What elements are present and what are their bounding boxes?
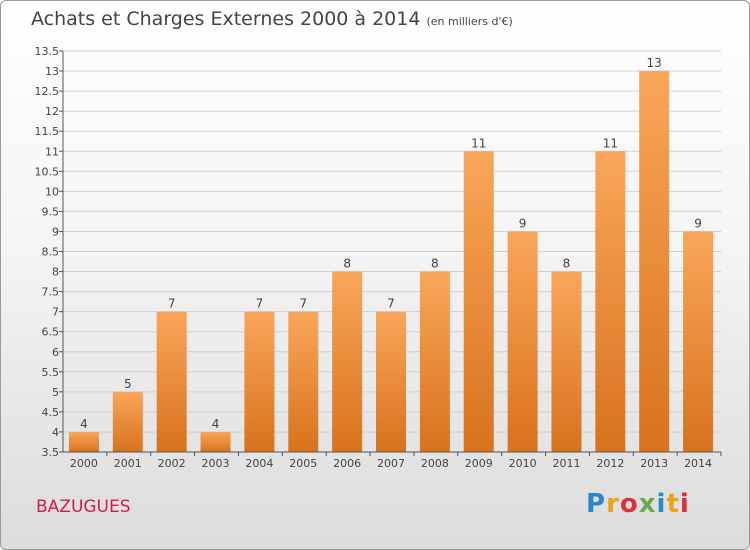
bar (376, 311, 406, 452)
x-tick-label: 2004 (245, 457, 273, 470)
bar (68, 431, 99, 452)
bar (200, 431, 231, 452)
value-label: 4 (80, 417, 88, 431)
chart-title-text: Achats et Charges Externes 2000 à 2014 (31, 8, 421, 30)
logo-letter: i (656, 489, 667, 519)
y-tick-label: 8.5 (42, 246, 60, 259)
proxiti-logo: Proxiti (586, 489, 690, 519)
x-tick-label: 2014 (684, 457, 712, 470)
y-tick-label: 10.5 (35, 165, 60, 178)
value-label: 5 (124, 377, 132, 391)
x-tick-labels: 2000 2001 2002 2003 2004 2005 2006 2007 2008 2009… (70, 452, 722, 470)
y-tick-label: 6 (52, 346, 59, 359)
logo-letter: P (586, 489, 607, 519)
logo-letter: i (679, 489, 690, 519)
value-label: 13 (647, 56, 662, 70)
x-tick-label: 2005 (289, 457, 317, 470)
bar (683, 231, 714, 452)
y-tick-label: 8 (52, 266, 59, 279)
y-tick-label: 7.5 (42, 286, 60, 299)
value-label: 7 (256, 297, 264, 311)
bar (156, 311, 187, 452)
x-tick-label: 2009 (465, 457, 493, 470)
bar (507, 231, 538, 452)
commune-name: BAZUGUES (36, 497, 131, 517)
value-label: 7 (168, 297, 176, 311)
y-tick-label: 11.5 (35, 125, 60, 138)
value-label: 11 (471, 136, 486, 150)
axes (62, 51, 721, 453)
x-tick-label: 2013 (640, 457, 668, 470)
x-tick-label: 2012 (596, 457, 624, 470)
bar (419, 271, 450, 452)
y-tick-label: 12.5 (35, 85, 60, 98)
y-tick-label: 10 (45, 185, 59, 198)
y-tick-label: 6.5 (42, 326, 60, 339)
value-label: 11 (603, 136, 618, 150)
value-label: 8 (563, 257, 571, 271)
bar (288, 311, 319, 452)
y-tick-label: 3.5 (42, 446, 60, 459)
x-tick-label: 2007 (377, 457, 405, 470)
bar (112, 391, 143, 452)
value-labels: 4 5 7 4 7 7 8 7 8 11 9 8 11 13 9 (80, 56, 702, 431)
x-tick-label: 2001 (114, 457, 142, 470)
logo-letter: r (606, 489, 620, 519)
x-tick-label: 2002 (158, 457, 186, 470)
logo-letter: t (666, 489, 680, 519)
value-label: 7 (299, 297, 307, 311)
x-tick-label: 2000 (70, 457, 98, 470)
value-label: 8 (343, 257, 351, 271)
x-tick-label: 2010 (509, 457, 537, 470)
value-label: 7 (387, 297, 395, 311)
y-tick-label: 11 (45, 145, 59, 158)
chart-subtitle: (en milliers d'€) (426, 15, 513, 28)
y-tick-label: 4 (52, 426, 59, 439)
x-tick-label: 2006 (333, 457, 361, 470)
y-tick-label: 9.5 (42, 205, 60, 218)
bar (332, 271, 363, 452)
bar (463, 151, 494, 452)
y-tick-label: 13.5 (35, 45, 60, 58)
bar (551, 271, 582, 452)
y-tick-labels: 3.5 4 4.5 5 5.5 6 6.5 7 7.5 8 8.5 9 9.5 10 10.5 11 11.5 1… (35, 45, 60, 459)
bars (68, 71, 714, 453)
value-label: 9 (694, 216, 702, 230)
y-tick-label: 4.5 (42, 406, 60, 419)
logo-letter: o (619, 489, 639, 519)
bar (595, 151, 626, 452)
x-tick-label: 2011 (552, 457, 580, 470)
x-tick-label: 2008 (421, 457, 449, 470)
y-tick-label: 7 (52, 306, 59, 319)
logo-letter: x (638, 489, 657, 519)
y-tick-label: 5 (52, 386, 59, 399)
chart-title: Achats et Charges Externes 2000 à 2014 (e… (31, 8, 513, 30)
value-label: 9 (519, 216, 527, 230)
value-label: 8 (431, 257, 439, 271)
bar (244, 311, 275, 452)
y-tick-label: 9 (52, 225, 59, 238)
y-tick-label: 12 (45, 105, 59, 118)
value-label: 4 (212, 417, 220, 431)
y-tick-label: 13 (45, 65, 59, 78)
y-tick-label: 5.5 (42, 366, 60, 379)
bar (639, 71, 670, 453)
x-tick-label: 2003 (202, 457, 230, 470)
